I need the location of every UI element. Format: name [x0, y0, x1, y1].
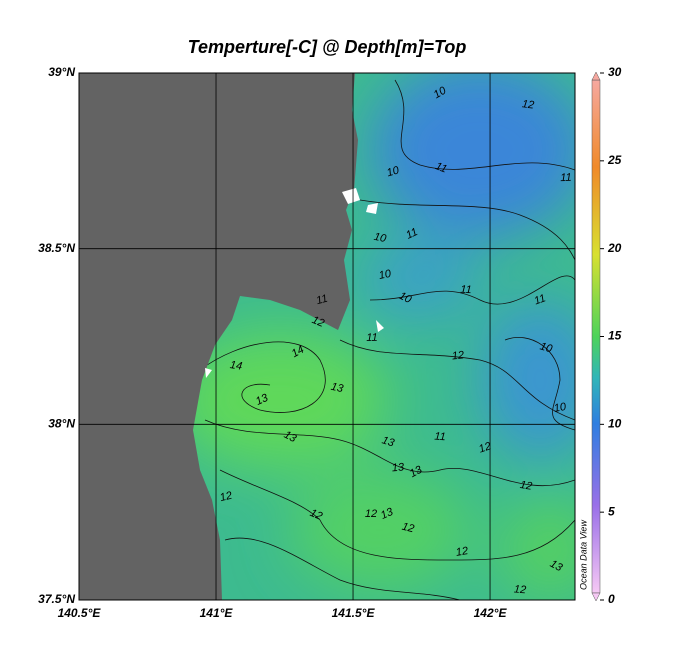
- contour-label: 11: [533, 292, 548, 307]
- contour-label: 10: [538, 340, 554, 355]
- colorbar-tick-label: 5: [608, 504, 615, 518]
- contour-label: 11: [460, 284, 472, 297]
- lon-tick-label: 141°E: [200, 606, 234, 620]
- contour-label: 10: [553, 401, 568, 415]
- colorbar-cap: [591, 71, 601, 81]
- contour-label: 13: [330, 381, 345, 396]
- contour-label: 12: [401, 521, 416, 536]
- watermark: Ocean Data View: [578, 520, 588, 590]
- contour-label: 12: [451, 349, 464, 362]
- contour-label: 11: [315, 293, 329, 308]
- contour-label: 14: [290, 344, 307, 360]
- colorbar-tick-label: 30: [608, 65, 622, 79]
- colorbar-tick-label: 25: [607, 153, 622, 167]
- contour-label: 10: [378, 268, 393, 282]
- contour-label: 13: [380, 434, 396, 449]
- contour-label: 13: [254, 392, 271, 408]
- contour-label: 11: [434, 431, 446, 444]
- colorbar-tick-label: 20: [607, 241, 622, 255]
- contour-label: 10: [385, 164, 401, 179]
- map-area: [79, 73, 575, 600]
- contour-label: 13: [391, 461, 405, 474]
- colorbar: [591, 79, 601, 594]
- lon-tick-label: 141.5°E: [332, 606, 376, 620]
- contour-label: 10: [373, 231, 388, 245]
- lon-tick-label: 140.5°E: [58, 606, 102, 620]
- lat-tick-label: 39°N: [48, 65, 75, 79]
- contour-label: 11: [560, 172, 572, 184]
- map-title: Temperture[-C] @ Depth[m]=Top: [188, 37, 467, 57]
- contour-label: 12: [455, 545, 469, 559]
- contour-label: 11: [404, 226, 419, 242]
- colorbar-cap: [591, 592, 601, 602]
- lat-tick-label: 38.5°N: [38, 241, 75, 255]
- lat-tick-label: 38°N: [48, 417, 75, 431]
- contour-label: 11: [434, 160, 449, 175]
- contour-label: 12: [513, 583, 526, 596]
- contour-label: 12: [219, 490, 234, 505]
- contour-label: 12: [365, 508, 377, 520]
- colorbar-tick-label: 10: [608, 417, 622, 431]
- colorbar-tick-label: 15: [608, 329, 622, 343]
- lat-tick-label: 37.5°N: [38, 592, 75, 606]
- contour-label: 11: [366, 332, 378, 344]
- contour-label: 14: [229, 359, 243, 373]
- contour-label: 12: [521, 98, 535, 111]
- contour-label: 13: [379, 506, 396, 522]
- land: [79, 73, 358, 600]
- colorbar-tick-label: 0: [608, 592, 615, 606]
- contour-label: 12: [310, 314, 326, 330]
- contour-label: 12: [308, 507, 324, 523]
- contour-label: 12: [519, 479, 533, 493]
- lon-tick-label: 142°E: [474, 606, 508, 620]
- contour-label: 10: [397, 290, 414, 307]
- contour-lines: [199, 79, 575, 600]
- contour-label: 12: [477, 440, 492, 455]
